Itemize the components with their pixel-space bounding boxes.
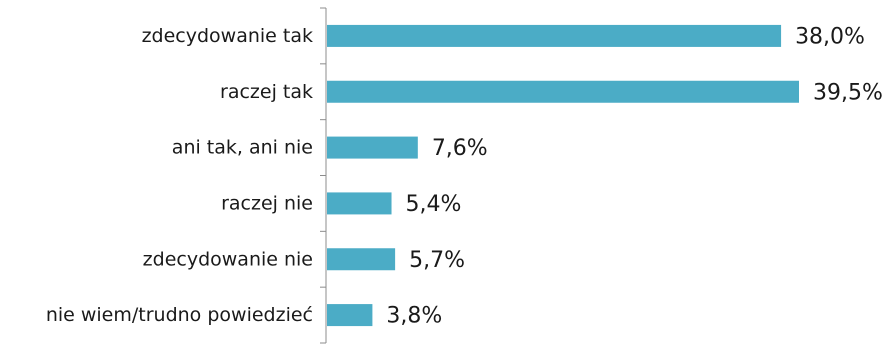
bar-6 [327,304,373,327]
bars [327,24,799,327]
value-label: 38,0% [795,24,865,49]
value-label: 39,5% [813,80,883,105]
category-label: raczej nie [221,192,313,214]
bar-4 [327,192,392,215]
category-axis [320,7,327,344]
category-label: zdecydowanie tak [142,25,313,47]
bar-1 [327,24,782,47]
category-label: raczej tak [220,81,313,103]
bar-5 [327,248,396,271]
category-label: zdecydowanie nie [143,248,313,270]
value-label: 3,8% [386,304,442,329]
category-label: ani tak, ani nie [172,137,313,159]
value-label: 5,7% [409,248,465,273]
bar-2 [327,80,799,103]
value-labels: 38,0% 39,5% 7,6% 5,4% 5,7% 3,8% [386,24,882,328]
value-label: 7,6% [432,136,488,161]
bar-3 [327,136,418,159]
category-labels: zdecydowanie tak raczej tak ani tak, ani n… [46,25,313,326]
value-label: 5,4% [406,192,462,217]
category-label: nie wiem/trudno powiedzieć [46,304,313,326]
